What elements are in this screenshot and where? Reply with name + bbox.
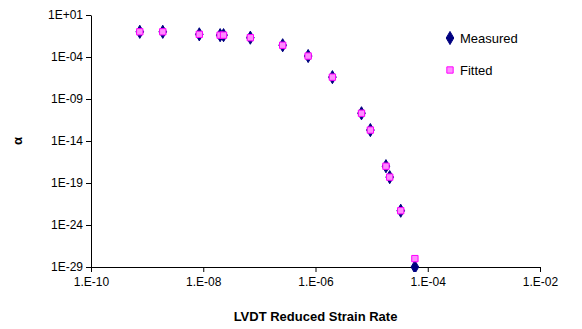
x-tick-label: 1.E-02 xyxy=(523,275,559,289)
point xyxy=(305,53,311,59)
series-1 xyxy=(137,29,418,262)
y-tick-label: 1E-04 xyxy=(51,50,83,64)
y-tick-mark xyxy=(86,99,91,100)
plot-area xyxy=(136,25,419,272)
point xyxy=(304,49,312,62)
y-tick-label: 1E-24 xyxy=(51,218,83,232)
y-axis-line xyxy=(91,16,92,268)
legend-marker xyxy=(447,67,453,73)
point xyxy=(247,35,253,41)
x-tick-label: 1.E-04 xyxy=(411,275,447,289)
y-tick-mark xyxy=(86,267,91,268)
y-tick-mark xyxy=(86,141,91,142)
x-axis-title: LVDT Reduced Strain Rate xyxy=(234,309,398,324)
point xyxy=(160,29,166,35)
y-tick: 1E-14 xyxy=(51,134,91,148)
legend: Measured Fitted xyxy=(446,31,518,78)
y-tick: 1E-19 xyxy=(51,176,91,190)
y-tick-mark xyxy=(86,225,91,226)
chart: 1.E-10 1.E-08 1.E-06 1.E-04 1.E-02 1E+01 1E-04… xyxy=(0,0,582,329)
y-tick-label: 1E-09 xyxy=(51,92,83,106)
point xyxy=(195,28,203,41)
x-tick-mark xyxy=(91,267,92,272)
point xyxy=(329,71,337,84)
point xyxy=(398,208,404,214)
point xyxy=(367,123,375,136)
x-tick-label: 1.E-06 xyxy=(298,275,334,289)
point xyxy=(279,39,287,52)
point xyxy=(386,171,394,184)
x-tick-mark xyxy=(203,267,204,272)
y-tick-label: 1E-29 xyxy=(51,260,83,274)
y-tick-mark xyxy=(86,15,91,16)
y-tick-label: 1E-14 xyxy=(51,134,83,148)
point xyxy=(367,127,373,133)
point xyxy=(136,25,144,38)
y-tick: 1E-29 xyxy=(51,260,91,274)
x-tick: 1.E-06 xyxy=(298,267,334,289)
point xyxy=(220,29,228,42)
x-tick-mark xyxy=(540,267,541,272)
point xyxy=(383,163,389,169)
legend-label: Measured xyxy=(460,31,518,46)
point xyxy=(358,110,364,116)
point xyxy=(329,74,335,80)
x-tick-mark xyxy=(428,267,429,272)
point xyxy=(247,31,255,44)
x-tick: 1.E-02 xyxy=(523,267,559,289)
point xyxy=(220,32,226,38)
y-axis-title: α xyxy=(10,137,25,145)
point xyxy=(159,25,167,38)
y-tick-label: 1E-19 xyxy=(51,176,83,190)
legend-label: Fitted xyxy=(460,63,493,78)
y-axis: 1E+01 1E-04 1E-09 1E-14 1E-19 1E-24 1E-29 xyxy=(48,8,92,274)
point xyxy=(196,31,202,37)
point xyxy=(397,204,405,217)
legend-marker xyxy=(446,31,454,44)
x-tick-label: 1.E-08 xyxy=(186,275,222,289)
x-tick-label: 1.E-10 xyxy=(74,275,110,289)
y-tick: 1E-09 xyxy=(51,92,91,106)
point xyxy=(137,29,143,35)
point xyxy=(382,160,390,173)
point xyxy=(358,107,366,120)
point xyxy=(280,42,286,48)
y-tick-mark xyxy=(86,183,91,184)
point xyxy=(387,174,393,180)
y-tick: 1E+01 xyxy=(48,8,91,22)
x-tick: 1.E-08 xyxy=(186,267,222,289)
point xyxy=(412,255,418,261)
y-tick: 1E-24 xyxy=(51,218,91,232)
y-tick: 1E-04 xyxy=(51,50,91,64)
series-0 xyxy=(136,25,419,272)
x-tick-mark xyxy=(316,267,317,272)
y-tick-label: 1E+01 xyxy=(48,8,83,22)
y-tick-mark xyxy=(86,57,91,58)
x-axis: 1.E-10 1.E-08 1.E-06 1.E-04 1.E-02 xyxy=(74,267,559,289)
